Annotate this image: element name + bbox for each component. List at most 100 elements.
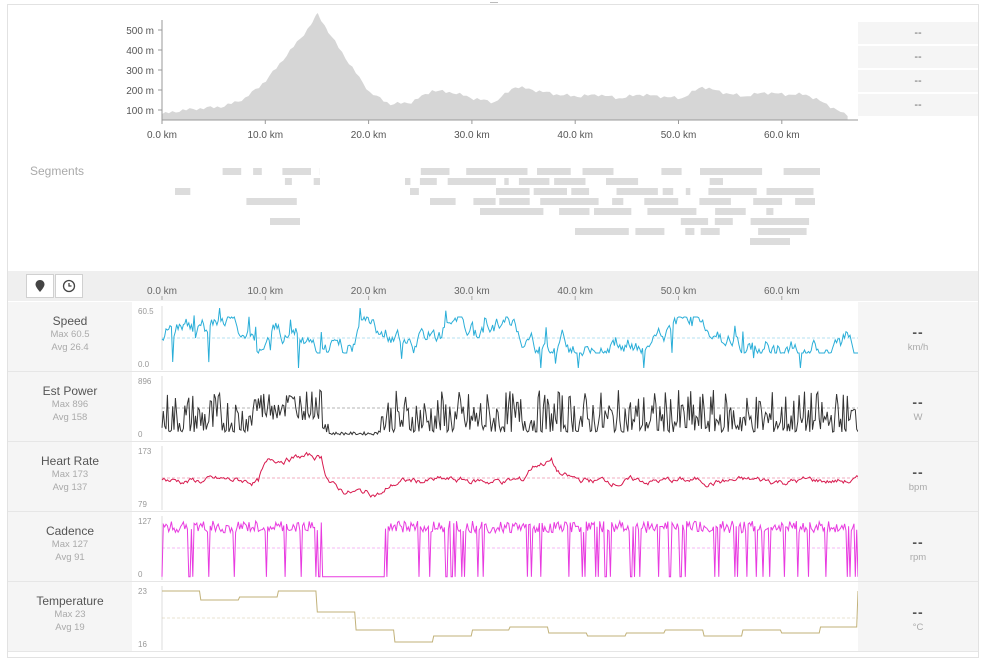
segment-bar[interactable] [685,228,695,235]
row-divider [8,581,978,582]
segment-bar[interactable] [662,188,674,195]
metric-max: Max 60.5 [50,329,90,340]
segment-bar[interactable] [559,208,590,215]
segment-bar[interactable] [766,208,774,215]
segments-chart [175,168,820,245]
metric-title: Speed [52,314,88,328]
segment-bar[interactable] [410,188,419,195]
chart-toolbar: 0.0 km 10.0 km 20.0 km 30.0 km 40.0 km 50.0 k… [8,271,978,301]
metric-row-speed: Speed Max 60.5 Avg 26.4 -- km/h 60.5 0.0 [8,302,978,372]
segment-bar[interactable] [616,188,658,195]
segment-bar[interactable] [480,208,544,215]
segment-bar[interactable] [246,198,297,205]
segment-bar[interactable] [504,178,509,185]
resize-handle[interactable] [490,2,498,3]
segment-bar[interactable] [644,198,679,205]
segment-bar[interactable] [685,188,691,195]
segment-bar[interactable] [700,168,763,175]
segment-bar[interactable] [612,198,624,205]
elevation-x-tick: 50.0 km [661,130,697,141]
segment-bar[interactable] [284,178,292,185]
metric-unit: °C [912,622,924,633]
metric-max: Max 127 [51,539,89,550]
segment-bar[interactable] [661,168,682,175]
segment-bar[interactable] [715,208,746,215]
segment-bar[interactable] [496,188,530,195]
segment-bar[interactable] [606,178,639,185]
distance-axis-tick: 40.0 km [557,286,593,297]
segment-bar[interactable] [699,198,731,205]
metric-current-value: -- [912,534,924,550]
map-pin-icon [35,280,45,292]
segment-bar[interactable] [430,198,456,205]
segment-bar[interactable] [466,168,528,175]
segment-bar[interactable] [282,168,311,175]
elevation-x-tick: 40.0 km [557,130,593,141]
segment-bar[interactable] [766,188,814,195]
segment-bar[interactable] [447,178,496,185]
segment-bar[interactable] [540,198,599,205]
metric-max: Max 896 [51,399,89,410]
segment-bar[interactable] [253,168,262,175]
segment-bar[interactable] [518,178,550,185]
metric-row-temperature: Temperature Max 23 Avg 19 -- °C 23 16 [8,582,978,652]
segment-bar[interactable] [499,198,530,205]
distance-mode-button[interactable] [26,274,54,298]
segment-bar[interactable] [405,178,411,185]
elevation-y-tick: 300 m [126,66,154,77]
metric-unit: bpm [908,482,928,493]
segment-bar[interactable] [753,198,783,205]
metric-trace [161,451,858,498]
segment-bar[interactable] [420,168,450,175]
metric-current: -- km/h [858,302,978,371]
metric-line-chart[interactable]: 23 16 [132,582,858,651]
elevation-y-tick: 500 m [126,26,154,37]
segment-bar[interactable] [594,208,632,215]
segment-bar[interactable] [758,228,807,235]
segment-bar[interactable] [313,178,320,185]
segment-bar[interactable] [537,168,571,175]
segment-bar[interactable] [635,228,665,235]
metric-line-chart[interactable]: 60.5 0.0 [132,302,858,371]
segment-bar[interactable] [700,228,720,235]
metric-y-min: 0.0 [138,360,150,369]
metric-line-chart[interactable]: 896 0 [132,372,858,441]
segment-bar[interactable] [554,178,586,185]
segment-bar[interactable] [750,238,790,245]
elevation-x-tick: 0.0 km [147,130,177,141]
elevation-x-tick: 20.0 km [351,130,387,141]
metric-line-chart[interactable]: 127 0 [132,512,858,581]
clock-icon [62,279,76,293]
segment-bar[interactable] [270,218,300,225]
time-mode-button[interactable] [55,274,83,298]
activity-analysis-panel [7,4,979,658]
distance-axis-tick: 10.0 km [248,286,284,297]
distance-axis-tick: 60.0 km [764,286,800,297]
segment-bar[interactable] [419,178,437,185]
metric-line-chart[interactable]: 173 79 [132,442,858,511]
segment-bar[interactable] [473,198,496,205]
segment-bar[interactable] [222,168,242,175]
segment-bar[interactable] [708,188,757,195]
elevation-x-tick: 10.0 km [248,130,284,141]
segment-bar[interactable] [750,218,810,225]
segment-bar[interactable] [783,168,820,175]
segment-bar[interactable] [582,168,614,175]
segment-bar[interactable] [714,218,733,225]
row-divider [8,511,978,512]
segment-bar[interactable] [175,188,191,195]
segment-bar[interactable] [575,228,629,235]
segment-bar[interactable] [647,208,697,215]
distance-axis-tick: 0.0 km [147,286,177,297]
metric-trace [161,519,858,578]
row-divider [8,441,978,442]
elevation-x-tick: 60.0 km [764,130,800,141]
segment-bar[interactable] [680,218,709,225]
segment-bar[interactable] [795,198,815,205]
metric-summary: Est Power Max 896 Avg 158 [8,372,132,441]
segment-bar[interactable] [533,188,567,195]
segment-bar[interactable] [571,188,590,195]
segment-bar[interactable] [709,178,723,185]
metric-summary: Heart Rate Max 173 Avg 137 [8,442,132,511]
metric-y-min: 0 [138,570,143,579]
